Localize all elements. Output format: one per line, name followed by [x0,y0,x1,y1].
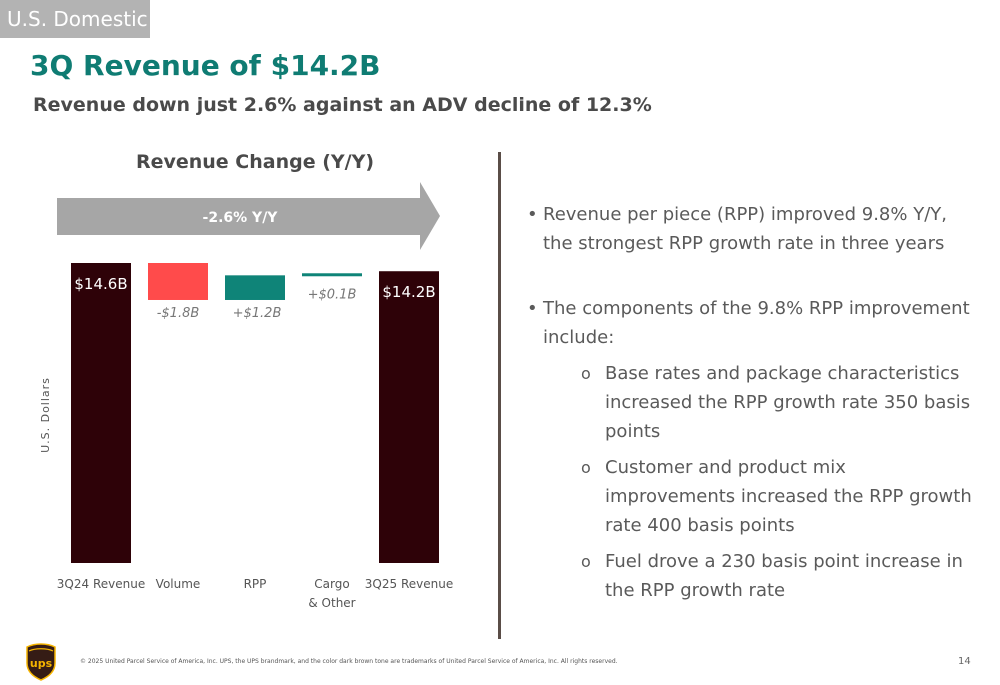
vertical-divider [498,152,501,639]
page-subtitle: Revenue down just 2.6% against an ADV de… [33,94,652,116]
bullet-dot-icon: • [527,298,538,319]
sub-bullet-circle-icon: o [581,552,591,571]
sub-bullet-item: o Fuel drove a 230 basis point increase i… [543,547,977,605]
sub-bullet-text: Customer and product mix improvements in… [605,457,972,536]
sub-bullet-circle-icon: o [581,364,591,383]
bullet-dot-icon: • [527,204,538,225]
bar-label-3: +$1.2B [233,306,282,321]
bar-3 [225,275,285,300]
bar-2 [148,263,208,300]
sub-bullet-text: Fuel drove a 230 basis point increase in… [605,551,963,601]
bullet-item: • The components of the 9.8% RPP improvem… [527,294,977,605]
sub-bullet-text: Base rates and package characteristics i… [605,363,971,442]
x-tick-label-5: 3Q25 Revenue [365,577,453,591]
chart-title: Revenue Change (Y/Y) [136,151,374,173]
x-tick-label-4: Cargo [314,577,349,591]
section-tag: U.S. Domestic [0,0,150,38]
bullet-text: Revenue per piece (RPP) improved 9.8% Y/… [543,204,947,254]
bullet-item: • Revenue per piece (RPP) improved 9.8% Y… [527,200,977,258]
bar-label-4: +$0.1B [308,287,357,302]
bar-label-2: -$1.8B [157,306,200,321]
y-axis-label: U.S. Dollars [39,377,52,453]
x-tick-label-2: Volume [156,577,201,591]
bar-5 [379,271,439,563]
bar-label-1: $14.6B [74,275,127,293]
page-title: 3Q Revenue of $14.2B [30,49,381,82]
revenue-waterfall-chart: Revenue Change (Y/Y) -2.6% Y/Y U.S. Dollar… [39,151,453,610]
sub-bullet-item: o Base rates and package characteristics … [543,359,977,446]
x-tick-label-3: RPP [244,577,267,591]
x-tick-label-4-line2: & Other [308,596,355,610]
yoy-arrow [57,182,440,250]
bar-label-5: $14.2B [382,283,435,301]
svg-text:ups: ups [30,657,53,670]
yoy-arrow-label: -2.6% Y/Y [203,210,279,226]
sub-bullet-circle-icon: o [581,458,591,477]
page-number: 14 [958,656,971,667]
bullet-list: • Revenue per piece (RPP) improved 9.8% Y… [527,200,977,641]
x-tick-label-1: 3Q24 Revenue [57,577,145,591]
bullet-text: The components of the 9.8% RPP improveme… [543,298,970,348]
sub-bullet-item: o Customer and product mix improvements i… [543,453,977,540]
copyright-footer: © 2025 United Parcel Service of America,… [80,658,618,665]
bar-1 [71,263,131,563]
bar-4 [302,273,362,277]
ups-logo: ups [26,643,56,681]
